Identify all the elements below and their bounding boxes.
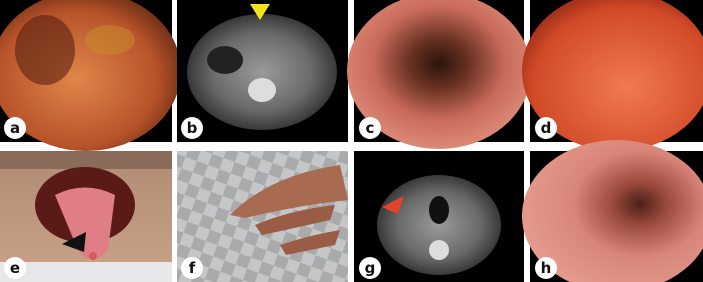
panel-label: g	[365, 259, 376, 277]
panel-label: c	[366, 119, 375, 137]
panel-b	[177, 0, 348, 142]
panel-label: e	[10, 259, 20, 277]
panel-g	[354, 151, 524, 282]
panel-label: f	[189, 259, 196, 277]
panel-h	[522, 140, 703, 282]
panel-label: b	[187, 119, 198, 137]
panel-d	[522, 0, 703, 151]
panel-label: a	[10, 119, 20, 137]
panel-a	[0, 0, 181, 151]
arrowhead	[382, 196, 404, 214]
labels: a b c d e f g h	[4, 117, 557, 279]
panel-c	[347, 0, 531, 149]
panel-label: d	[541, 119, 552, 137]
panel-f	[177, 151, 348, 282]
panel-label: h	[541, 259, 552, 277]
arrowhead	[62, 232, 86, 252]
panel-e	[0, 151, 172, 282]
arrowhead	[250, 4, 270, 20]
